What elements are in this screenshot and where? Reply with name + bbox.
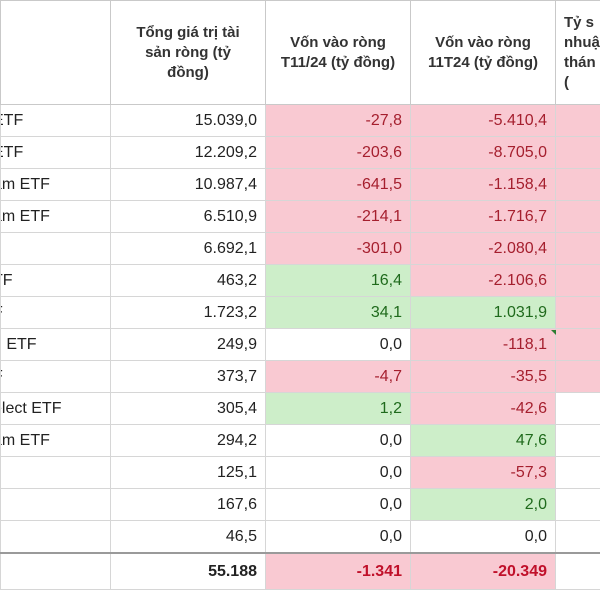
return-ratio-cell[interactable] [555,200,600,233]
inflow-11m-cell[interactable]: -35,5 [410,360,556,393]
table-row: 46,5 0,0 0,0 [0,520,600,554]
inflow-11m-cell[interactable]: -57,3 [410,456,556,489]
fund-name-cell[interactable] [0,552,111,590]
inflow-nov-cell[interactable]: 0,0 [265,520,411,554]
nav-cell[interactable]: 373,7 [110,360,266,393]
header-return-ratio[interactable]: Tỷ s nhuậ thán ( [555,0,600,105]
fund-name-cell[interactable]: ETF [0,104,111,137]
return-ratio-cell[interactable] [555,520,600,554]
return-ratio-cell[interactable] [555,168,600,201]
return-ratio-cell[interactable] [555,392,600,425]
header-fund-name[interactable] [0,0,111,105]
return-ratio-cell[interactable] [555,104,600,137]
return-ratio-cell[interactable] [555,136,600,169]
nav-cell[interactable]: 167,6 [110,488,266,521]
nav-cell[interactable]: 125,1 [110,456,266,489]
inflow-nov-cell[interactable]: -4,7 [265,360,411,393]
table-row: 125,1 0,0 -57,3 [0,456,600,489]
inflow-11m-cell[interactable]: -1.716,7 [410,200,556,233]
inflow-11m-cell[interactable]: -118,1 [410,328,556,361]
inflow-11m-cell[interactable]: -2.080,4 [410,232,556,265]
header-net-inflow-11m24[interactable]: Vốn vào ròng 11T24 (tỷ đồng) [410,0,556,105]
inflow-11m-cell[interactable]: -8.705,0 [410,136,556,169]
nav-cell[interactable]: 6.510,9 [110,200,266,233]
fund-name-cell[interactable] [0,456,111,489]
table-row: F373,7-4,7-35,5 [0,360,600,393]
header-net-inflow-nov24[interactable]: Vốn vào ròng T11/24 (tỷ đồng) [265,0,411,105]
fund-name-cell[interactable]: F [0,360,111,393]
return-ratio-cell[interactable] [555,360,600,393]
inflow-11m-cell[interactable]: 2,0 [410,488,556,521]
fund-name-cell[interactable]: ETF [0,136,111,169]
return-ratio-cell[interactable] [555,328,600,361]
table-row: ETF15.039,0-27,8-5.410,4 [0,104,600,137]
inflow-nov-cell[interactable]: -203,6 [265,136,411,169]
return-ratio-cell[interactable] [555,552,600,590]
inflow-11m-cell[interactable]: 1.031,9 [410,296,556,329]
fund-name-cell[interactable] [0,488,111,521]
header-row: Tổng giá trị tài sản ròng (tỷ đồng) Vốn … [0,0,600,105]
nav-cell[interactable]: 463,2 [110,264,266,297]
table-row: TF463,216,4-2.106,6 [0,264,600,297]
nav-cell[interactable]: 55.188 [110,552,266,590]
inflow-nov-cell[interactable]: -301,0 [265,232,411,265]
return-ratio-cell[interactable] [555,456,600,489]
nav-cell[interactable]: 15.039,0 [110,104,266,137]
inflow-nov-cell[interactable]: -1.341 [265,552,411,590]
return-ratio-cell[interactable] [555,488,600,521]
table-row: ETF12.209,2-203,6-8.705,0 [0,136,600,169]
inflow-nov-cell[interactable]: 0,0 [265,328,411,361]
inflow-nov-cell[interactable]: -641,5 [265,168,411,201]
fund-name-cell[interactable] [0,232,111,265]
inflow-nov-cell[interactable]: -27,8 [265,104,411,137]
nav-cell[interactable]: 10.987,4 [110,168,266,201]
table-row: F1.723,234,11.031,9 [0,296,600,329]
nav-cell[interactable]: 305,4 [110,392,266,425]
inflow-11m-cell[interactable]: -20.349 [410,552,556,590]
fund-name-cell[interactable]: am ETF [0,168,111,201]
inflow-nov-cell[interactable]: 0,0 [265,488,411,521]
inflow-11m-cell[interactable]: 47,6 [410,424,556,457]
inflow-11m-cell[interactable]: 0,0 [410,520,556,554]
fund-name-cell[interactable]: n ETF [0,328,111,361]
inflow-nov-cell[interactable]: 34,1 [265,296,411,329]
inflow-nov-cell[interactable]: 16,4 [265,264,411,297]
inflow-nov-cell[interactable]: 1,2 [265,392,411,425]
fund-name-cell[interactable]: TF [0,264,111,297]
inflow-11m-cell[interactable]: -1.158,4 [410,168,556,201]
inflow-11m-cell[interactable]: -2.106,6 [410,264,556,297]
fund-name-cell[interactable] [0,520,111,554]
inflow-nov-cell[interactable]: 0,0 [265,456,411,489]
inflow-11m-cell[interactable]: -5.410,4 [410,104,556,137]
table-row: 167,6 0,0 2,0 [0,488,600,521]
fund-name-cell[interactable]: am ETF [0,424,111,457]
inflow-nov-cell[interactable]: -214,1 [265,200,411,233]
return-ratio-cell[interactable] [555,424,600,457]
nav-cell[interactable]: 6.692,1 [110,232,266,265]
return-ratio-cell[interactable] [555,264,600,297]
total-row: 55.188 -1.341 -20.349 [0,552,600,590]
comment-indicator-icon [551,330,556,335]
fund-name-cell[interactable]: F [0,296,111,329]
return-ratio-cell[interactable] [555,296,600,329]
fund-name-cell[interactable]: elect ETF [0,392,111,425]
nav-cell[interactable]: 12.209,2 [110,136,266,169]
nav-cell[interactable]: 1.723,2 [110,296,266,329]
nav-cell[interactable]: 46,5 [110,520,266,554]
nav-cell[interactable]: 249,9 [110,328,266,361]
fund-name-cell[interactable]: am ETF [0,200,111,233]
nav-cell[interactable]: 294,2 [110,424,266,457]
inflow-11m-cell[interactable]: -42,6 [410,392,556,425]
inflow-nov-cell[interactable]: 0,0 [265,424,411,457]
return-ratio-cell[interactable] [555,232,600,265]
table-row: 6.692,1 -301,0 -2.080,4 [0,232,600,265]
header-total-nav[interactable]: Tổng giá trị tài sản ròng (tỷ đồng) [110,0,266,105]
